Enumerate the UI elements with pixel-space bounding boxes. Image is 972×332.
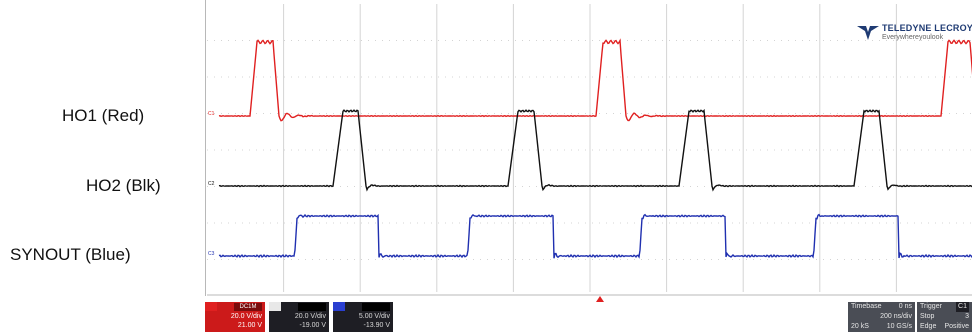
- channel-2-color-tag: [269, 302, 281, 311]
- channel-3-header: [362, 303, 390, 311]
- channel-1-coupling: DC1M: [234, 303, 262, 311]
- synout-label: SYNOUT (Blue): [10, 245, 131, 264]
- timebase-scale: 200 ns/div: [880, 313, 912, 320]
- channel-3-descriptor[interactable]: 5.00 V/div -13.90 V: [333, 302, 393, 332]
- ho1-label: HO1 (Red): [62, 106, 145, 125]
- trigger-type: Edge: [920, 323, 937, 330]
- channel-2-header: [298, 303, 326, 311]
- trigger-mode: Stop: [920, 313, 935, 320]
- timebase-rate: 10 GS/s: [886, 323, 912, 330]
- trigger-title: Trigger: [920, 303, 942, 310]
- channel-1-scale: 20.0 V/div: [230, 313, 262, 320]
- trigger-channel: C1: [956, 302, 969, 312]
- channel-3-offset: -13.90 V: [363, 322, 390, 329]
- trace-synout: [218, 213, 972, 259]
- grid: [207, 4, 972, 296]
- trigger-position-marker[interactable]: [596, 296, 604, 302]
- status-bar: DC1M 20.0 V/div 21.00 V 20.0 V/div -19.0…: [205, 302, 972, 332]
- ho2-label: HO2 (Blk): [86, 176, 161, 195]
- timebase-delay: 0 ns: [898, 303, 912, 310]
- brand-tagline: Everywhereyoulook: [881, 34, 944, 41]
- channel-1-color-tag: [205, 302, 217, 311]
- channel-2-descriptor[interactable]: 20.0 V/div -19.00 V: [269, 302, 329, 332]
- channel-2-offset: -19.00 V: [299, 322, 326, 329]
- channel-2-ground-marker[interactable]: C2: [208, 181, 215, 187]
- waveform-area: C1 C2 C3: [207, 4, 972, 296]
- trace-ho2: [218, 108, 972, 192]
- timebase-samples: 20 kS: [851, 323, 869, 330]
- channel-1-ground-marker[interactable]: C1: [208, 111, 215, 117]
- channel-3-ground-marker[interactable]: C3: [208, 251, 215, 257]
- channel-1-offset: 21.00 V: [237, 322, 262, 329]
- brand-logo: TELEDYNE LECROY Everywhereyoulook: [856, 23, 972, 42]
- trace-ho1: [218, 38, 972, 122]
- timebase-title: Timebase: [851, 303, 882, 310]
- timebase-descriptor[interactable]: Timebase 0 ns 200 ns/div 20 kS 10 GS/s: [848, 302, 915, 332]
- teledyne-logo-icon: [856, 26, 879, 40]
- trigger-descriptor[interactable]: Trigger C1 Stop 3 Edge Positive: [917, 302, 972, 332]
- trigger-level: 3: [965, 313, 969, 320]
- channel-3-scale: 5.00 V/div: [358, 313, 390, 320]
- trigger-slope: Positive: [944, 323, 969, 330]
- channel-1-descriptor[interactable]: DC1M 20.0 V/div 21.00 V: [205, 302, 265, 332]
- channel-3-color-tag: [333, 302, 345, 311]
- channel-markers: C1 C2 C3: [208, 111, 215, 257]
- channel-2-scale: 20.0 V/div: [294, 313, 326, 320]
- brand-name: TELEDYNE LECROY: [881, 23, 972, 33]
- scope-display: C1 C2 C3 TELEDYNE LECROY Everywhereyoulook: [205, 0, 972, 302]
